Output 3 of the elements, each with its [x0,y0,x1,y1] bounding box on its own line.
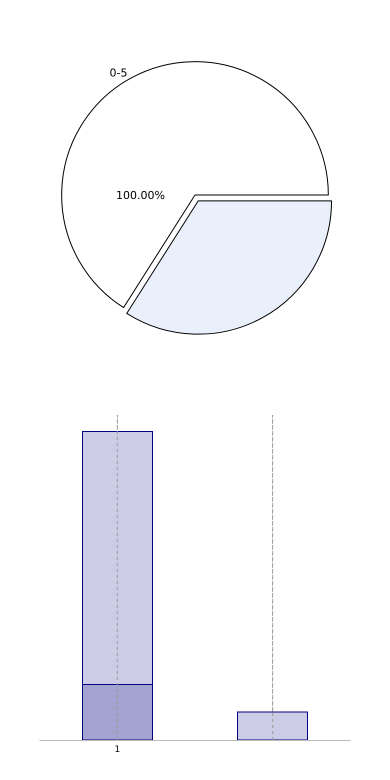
x-tick-label: 1 [114,744,120,755]
slice-label: 0-5 [110,66,128,80]
text: 100.00% [116,189,165,202]
